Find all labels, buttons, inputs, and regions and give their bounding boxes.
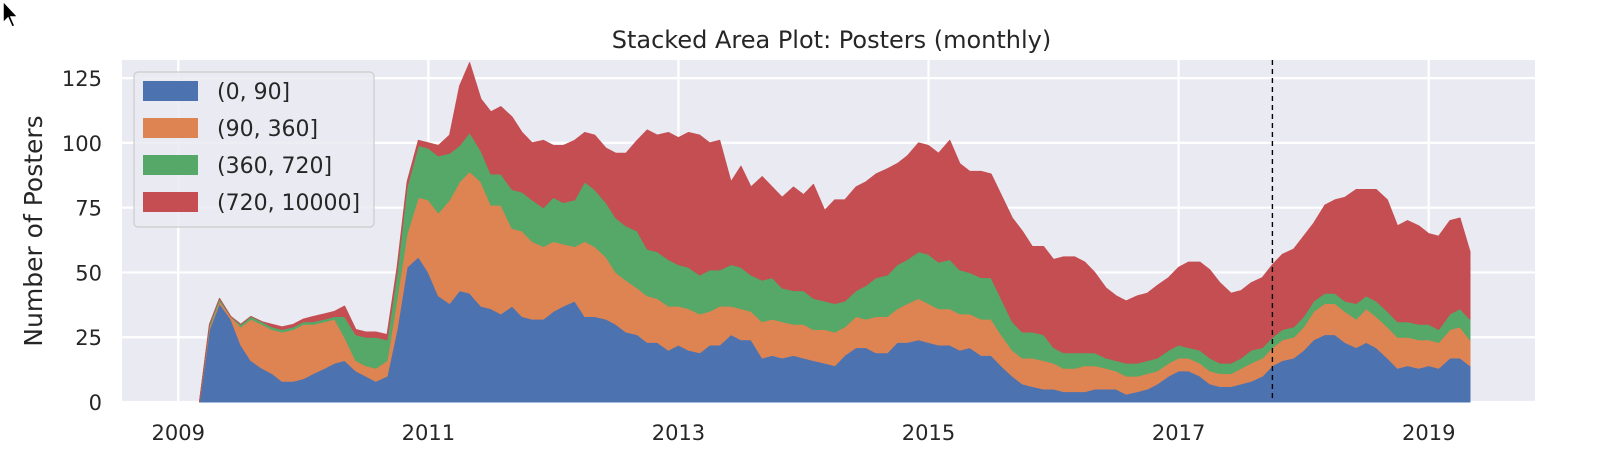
legend-swatch: [143, 81, 198, 101]
legend-swatch: [143, 118, 198, 138]
legend-label: (720, 10000]: [217, 191, 360, 216]
legend: (0, 90] (90, 360] (360, 720] (720, 10000]: [133, 71, 375, 228]
x-tick-label: 2011: [402, 421, 455, 445]
legend-swatch: [143, 155, 198, 175]
y-tick-label: 0: [89, 391, 102, 415]
legend-label: (90, 360]: [217, 117, 318, 142]
x-axis-ticks: 2009 2011 2013 2015 2017 2019: [152, 421, 1456, 445]
y-tick-label: 125: [62, 67, 102, 91]
x-tick-label: 2009: [152, 421, 205, 445]
x-tick-label: 2013: [652, 421, 705, 445]
legend-label: (0, 90]: [217, 80, 290, 105]
legend-box: [133, 71, 375, 228]
legend-label: (360, 720]: [217, 154, 332, 179]
chart-title: Stacked Area Plot: Posters (monthly): [612, 26, 1052, 54]
y-axis-label: Number of Posters: [19, 115, 48, 346]
y-axis-ticks: 0 25 50 75 100 125: [62, 67, 102, 415]
mouse-cursor-icon: [2, 0, 20, 28]
x-tick-label: 2017: [1152, 421, 1205, 445]
x-tick-label: 2015: [902, 421, 955, 445]
area-series-4: [199, 62, 1471, 403]
legend-swatch: [143, 192, 198, 212]
area-series: [199, 62, 1471, 403]
y-tick-label: 25: [75, 326, 102, 350]
y-tick-label: 100: [62, 132, 102, 156]
y-tick-label: 75: [75, 197, 102, 221]
y-tick-label: 50: [75, 261, 102, 285]
x-tick-label: 2019: [1402, 421, 1455, 445]
